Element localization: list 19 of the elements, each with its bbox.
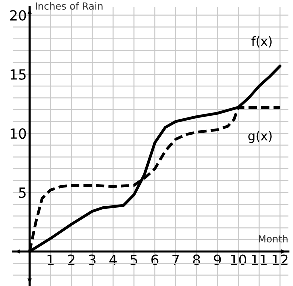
y-axis-title: Inches of Rain	[36, 2, 103, 10]
x-tick-label: 5	[130, 254, 138, 266]
y-tick-label: 20	[10, 10, 26, 21]
series-label: g(x)	[248, 131, 272, 144]
x-tick-label: 12	[272, 254, 288, 266]
x-tick-label: 7	[172, 254, 180, 266]
x-tick-label: 1	[48, 254, 54, 266]
x-tick-label: 6	[152, 254, 159, 266]
x-tick-label: 4	[110, 254, 117, 266]
x-tick-label: 10	[231, 254, 246, 266]
y-tick-label: 15	[10, 70, 26, 80]
x-tick-label: 2	[68, 254, 75, 266]
x-tick-label: 11	[252, 254, 267, 266]
y-tick-label: 5	[19, 188, 26, 198]
x-tick-label: 9	[214, 254, 222, 266]
y-tick-label: 10	[10, 128, 26, 140]
x-axis-title: Month	[259, 235, 288, 243]
x-tick-label: 3	[89, 254, 96, 266]
series-label: f(x)	[252, 36, 272, 48]
